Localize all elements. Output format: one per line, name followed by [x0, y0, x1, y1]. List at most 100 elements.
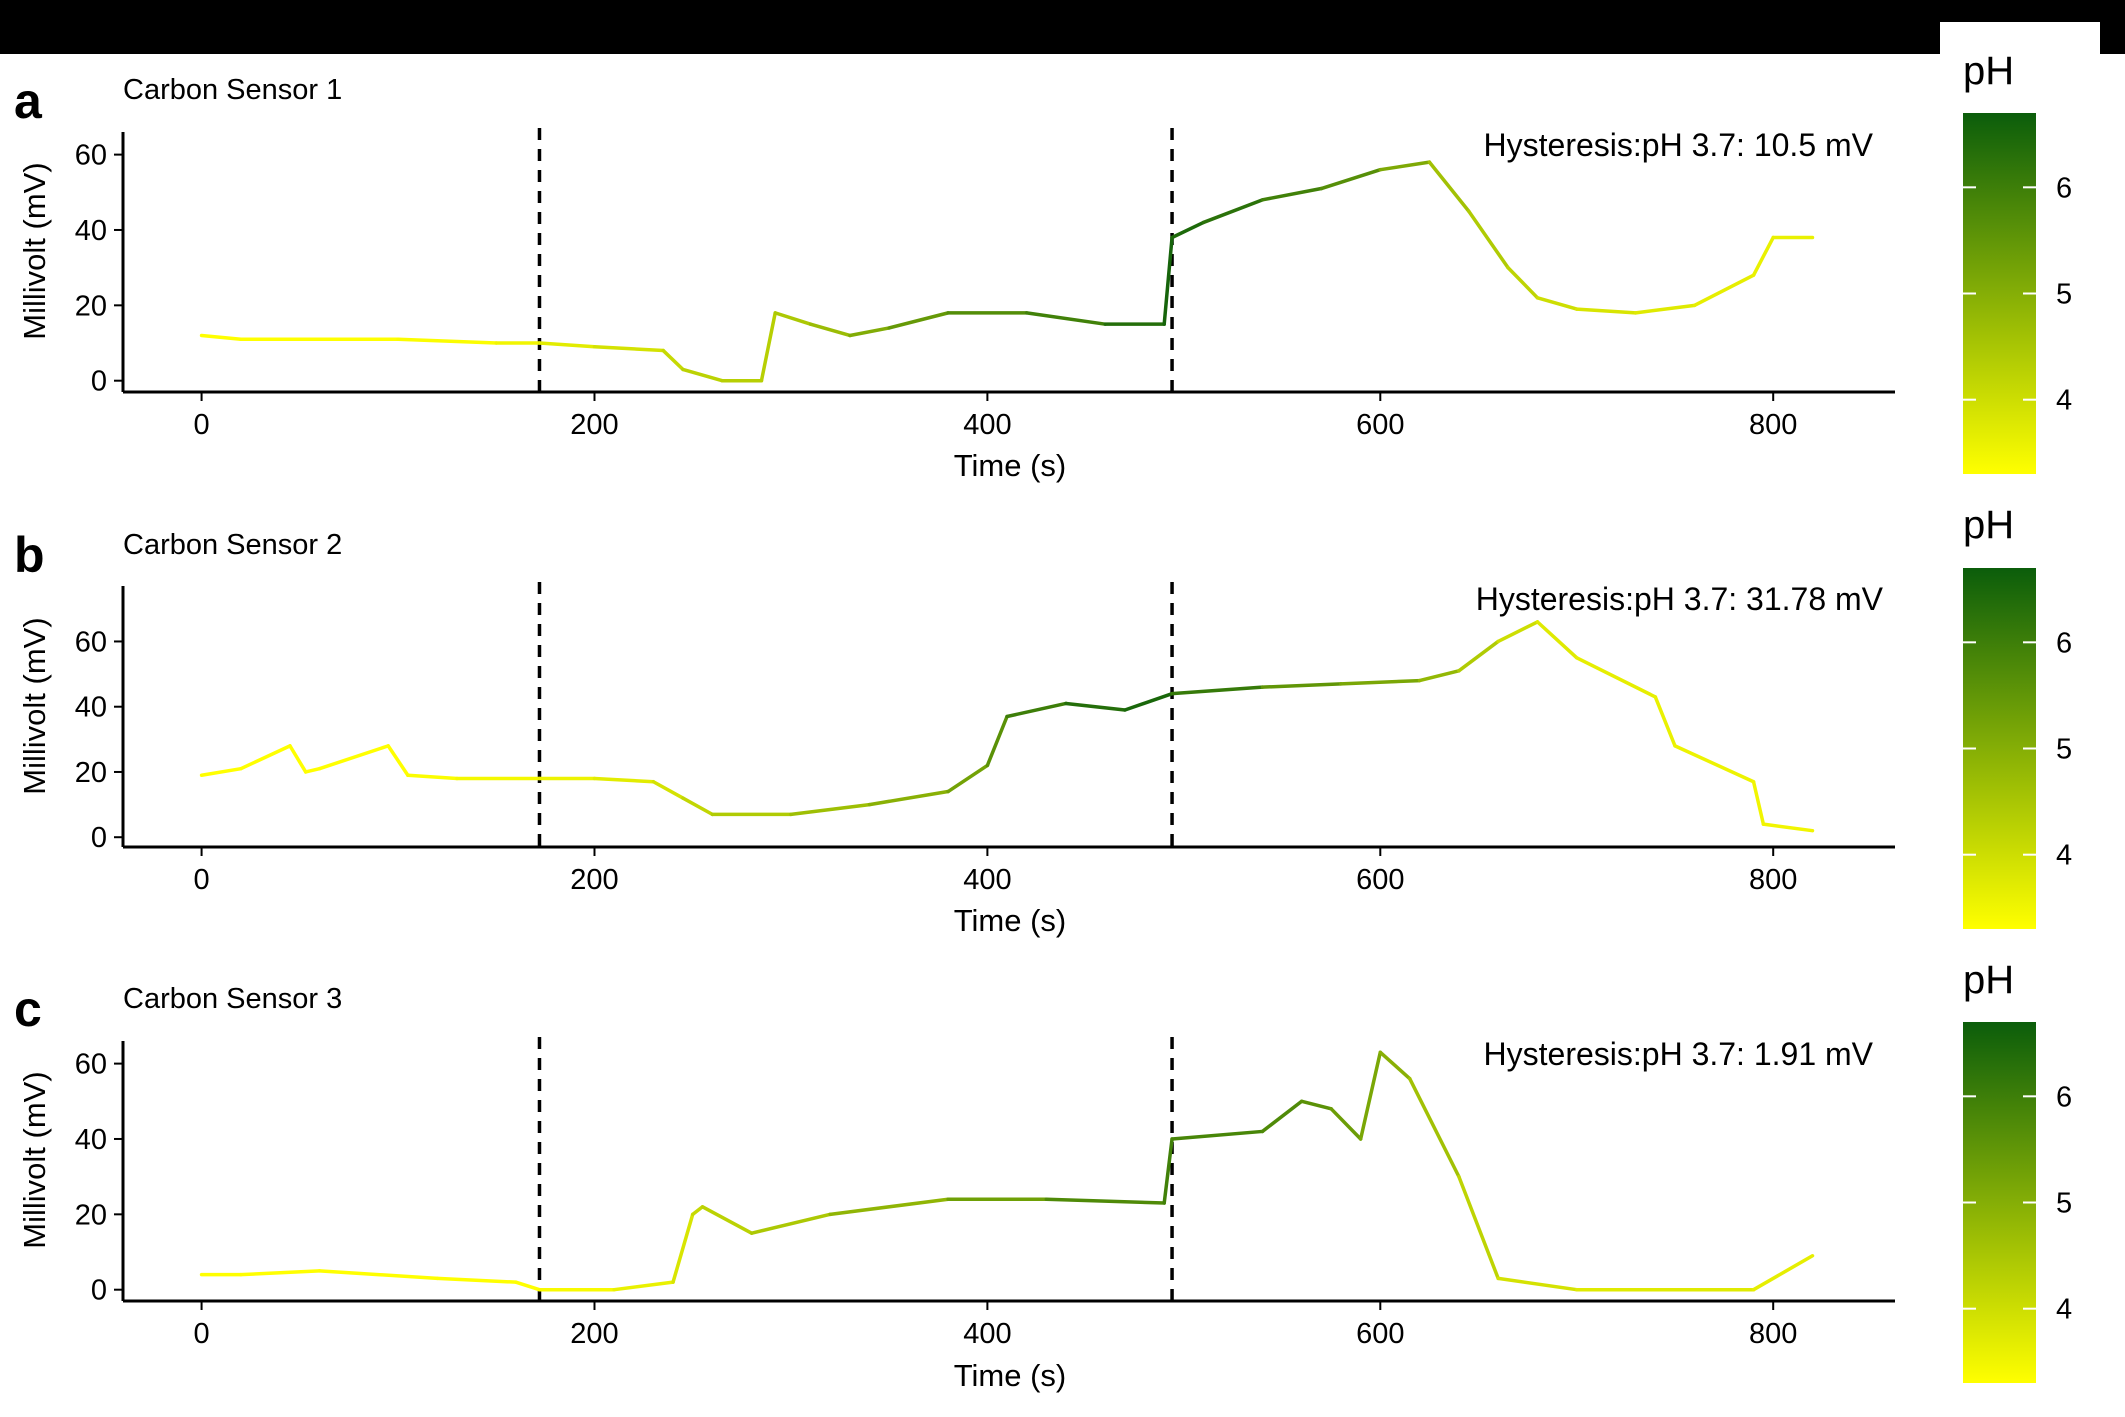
series-segment [1761, 822, 1815, 833]
series-segment [1170, 220, 1206, 240]
x-tick-label: 800 [1749, 864, 1797, 896]
series-segment [651, 780, 685, 800]
series-segment [1319, 167, 1383, 191]
y-axis-title: Millivolt (mV) [17, 162, 52, 339]
x-tick-label: 400 [963, 1318, 1011, 1350]
series-segment [749, 1212, 832, 1235]
reference-lines [537, 582, 1174, 847]
series-segment [199, 333, 243, 341]
legend-tick-label: 5 [2056, 734, 2072, 766]
series-segment [1673, 744, 1756, 784]
panel-letter: c [14, 981, 42, 1037]
series-segment [612, 1280, 675, 1292]
series-segment [1378, 160, 1432, 172]
series-segment [1201, 198, 1265, 225]
x-tick-label: 200 [570, 409, 618, 441]
series-segment [396, 337, 499, 345]
x-tick-label: 0 [194, 409, 210, 441]
series-segment [1751, 780, 1766, 826]
x-tick-label: 400 [963, 409, 1011, 441]
series-segment [303, 766, 322, 774]
series-segment [1506, 265, 1540, 300]
hysteresis-annotation: Hysteresis:pH 3.7: 31.78 mV [1476, 581, 1884, 617]
series-segment [1408, 1076, 1461, 1179]
tick-labels: 0 200 400 600 800 0 20 40 60 [75, 1049, 1798, 1350]
series-segment [867, 789, 950, 807]
series-segment [537, 341, 597, 349]
legend-ticks: 4 5 6 [1963, 172, 2072, 417]
panel-a: a Carbon Sensor 1 Hysteresis:pH 3.7: 10.… [14, 49, 2072, 483]
series-segment [1170, 685, 1265, 696]
y-axis-title: Millivolt (mV) [17, 1071, 52, 1248]
series-segment [386, 744, 410, 777]
ph-legend: pH 4 5 6 [1963, 503, 2072, 929]
hysteresis-annotation: Hysteresis:pH 3.7: 10.5 mV [1484, 127, 1874, 163]
series-segment [1496, 1276, 1579, 1292]
hysteresis-annotation: Hysteresis:pH 3.7: 1.91 mV [1484, 1036, 1874, 1072]
series-segment [317, 1269, 440, 1281]
y-tick-label: 60 [75, 140, 107, 172]
series-segment [1427, 160, 1471, 213]
series-segment [1024, 311, 1108, 326]
axis-ticks [114, 153, 1775, 401]
series-segment [406, 773, 459, 781]
series-segment [828, 1197, 950, 1217]
ph-series [199, 160, 1815, 383]
series-segment [1123, 691, 1174, 712]
series-segment [1574, 307, 1638, 315]
legend-title: pH [1963, 958, 2014, 1002]
series-segment [1260, 1099, 1304, 1134]
y-tick-label: 40 [75, 1124, 107, 1156]
series-segment [317, 744, 390, 771]
x-tick-label: 400 [963, 864, 1011, 896]
series-segment [199, 766, 243, 777]
reference-lines [537, 128, 1174, 392]
series-segment [848, 326, 891, 338]
legend-tick-label: 5 [2056, 1188, 2072, 1220]
series-segment [671, 1212, 695, 1284]
series-segment [1535, 296, 1579, 311]
legend-tick-label: 6 [2056, 172, 2072, 204]
legend-ticks: 4 5 6 [1963, 627, 2072, 872]
series-segment [1162, 235, 1174, 326]
panel-title: Carbon Sensor 1 [123, 74, 342, 106]
y-tick-label: 0 [91, 366, 107, 398]
series-segment [1005, 701, 1068, 719]
series-segment [1496, 620, 1540, 644]
series-segment [690, 1205, 705, 1217]
series-segment [592, 345, 665, 353]
series-segment [759, 311, 777, 383]
series-segment [239, 744, 292, 771]
series-segment [1751, 235, 1775, 277]
series-segment [1162, 1137, 1174, 1205]
y-axis-title: Millivolt (mV) [17, 617, 52, 794]
panel-letter: b [14, 527, 45, 583]
y-tick-label: 40 [75, 215, 107, 247]
panel-letter: a [14, 73, 43, 129]
series-segment [1535, 620, 1579, 660]
series-segment [789, 802, 872, 817]
legend-tick-label: 4 [2056, 385, 2072, 417]
panel-title: Carbon Sensor 2 [123, 529, 342, 561]
y-tick-label: 40 [75, 692, 107, 724]
series-segment [808, 322, 852, 338]
series-segment [1633, 303, 1697, 315]
series-segment [681, 367, 724, 383]
panel-c: c Carbon Sensor 3 Hysteresis:pH 3.7: 1.9… [14, 958, 2072, 1393]
legend-tick-label: 5 [2056, 279, 2072, 311]
legend-tick-label: 4 [2056, 840, 2072, 872]
legend-tick-label: 6 [2056, 1081, 2072, 1113]
x-tick-label: 0 [194, 864, 210, 896]
legend-title: pH [1963, 503, 2014, 547]
y-tick-label: 20 [75, 290, 107, 322]
x-axis-title: Time (s) [954, 1358, 1067, 1393]
series-segment [1170, 1129, 1265, 1141]
y-tick-label: 60 [75, 1049, 107, 1081]
top-black-bar [0, 0, 2125, 54]
series-segment [1339, 678, 1422, 686]
series-segment [1064, 701, 1127, 712]
series-segment [661, 348, 685, 372]
x-tick-label: 600 [1356, 1318, 1404, 1350]
series-segment [1044, 1197, 1166, 1205]
